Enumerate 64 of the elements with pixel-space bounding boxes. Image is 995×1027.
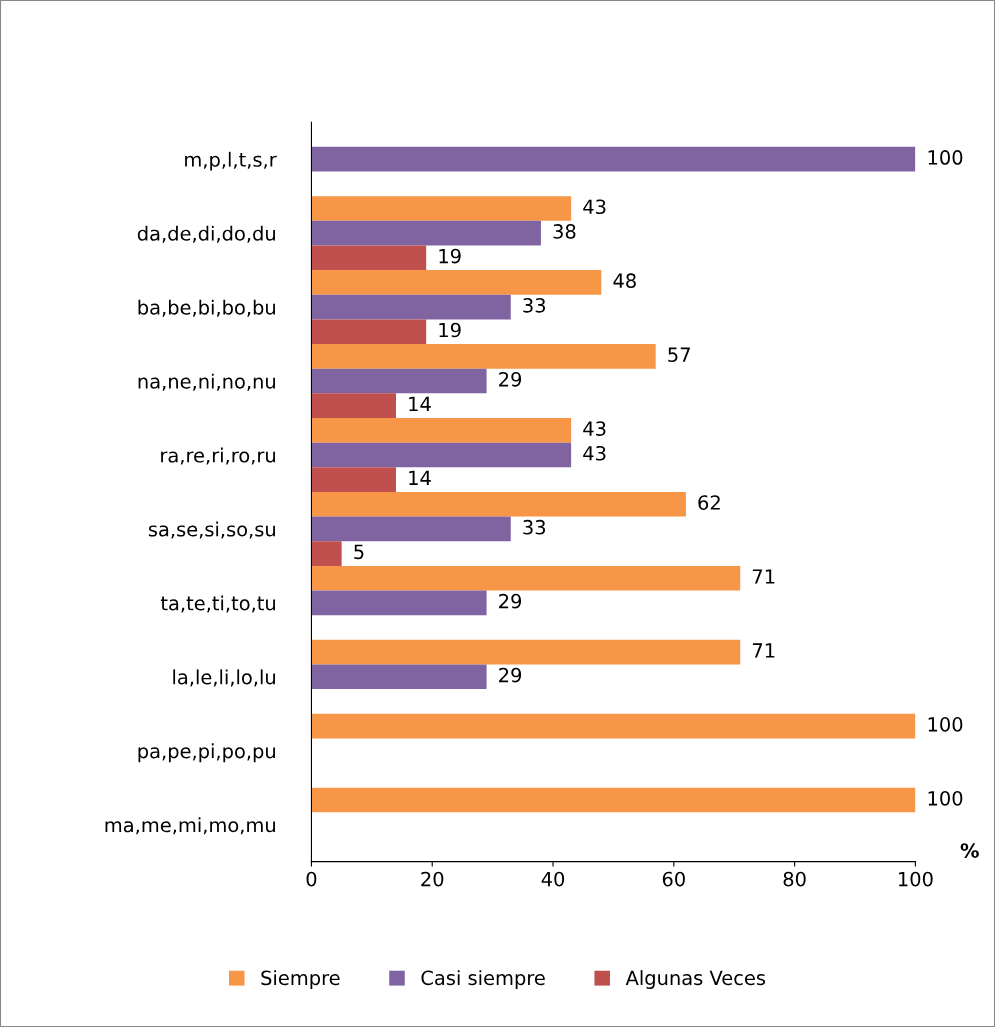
x-tick-label: 80 bbox=[783, 871, 806, 887]
bar bbox=[311, 565, 741, 591]
data-label: 71 bbox=[752, 569, 775, 584]
x-tick-label: 100 bbox=[898, 871, 933, 887]
bar bbox=[311, 196, 572, 221]
data-label: 19 bbox=[439, 248, 461, 264]
data-label: 43 bbox=[583, 199, 606, 215]
bar bbox=[311, 220, 541, 246]
y-tick-label: pa,pe,pi,po,pu bbox=[138, 743, 275, 763]
y-tick-label: ra,re,ri,ro,ru bbox=[161, 447, 275, 465]
bar bbox=[311, 393, 396, 418]
x-tick-label: 0 bbox=[306, 871, 317, 887]
y-tick-label: ma,me,mi,mo,mu bbox=[105, 817, 275, 835]
data-label: 29 bbox=[499, 371, 522, 387]
data-label: 43 bbox=[583, 445, 606, 461]
data-label: 71 bbox=[752, 643, 775, 658]
bar bbox=[311, 442, 572, 468]
y-tick-label: da,de,di,do,du bbox=[137, 225, 275, 243]
data-label: 5 bbox=[354, 544, 364, 560]
data-label: 14 bbox=[409, 396, 431, 412]
data-label: 48 bbox=[613, 273, 636, 289]
bar bbox=[311, 787, 916, 813]
legend-label: Casi siempre bbox=[421, 970, 545, 989]
data-label: 19 bbox=[439, 322, 461, 338]
bar bbox=[311, 639, 741, 665]
data-label: 43 bbox=[583, 421, 606, 436]
bar bbox=[311, 270, 602, 295]
x-tick-label: 60 bbox=[662, 871, 685, 887]
bar bbox=[311, 368, 487, 394]
bar bbox=[311, 146, 916, 172]
bar bbox=[311, 664, 487, 690]
bar bbox=[311, 417, 572, 443]
bar bbox=[311, 590, 487, 616]
x-tick-label: 40 bbox=[541, 871, 565, 887]
bar bbox=[311, 245, 427, 271]
data-label: 29 bbox=[499, 667, 522, 683]
data-label: 33 bbox=[523, 298, 546, 313]
data-label: 100 bbox=[928, 717, 963, 732]
x-tick-label: 20 bbox=[421, 871, 444, 887]
bar bbox=[311, 491, 686, 517]
bar bbox=[311, 294, 511, 320]
y-tick-label: sa,se,si,so,su bbox=[148, 521, 275, 539]
data-label: 29 bbox=[499, 593, 522, 609]
data-label: 57 bbox=[668, 347, 690, 363]
data-label: 33 bbox=[523, 519, 546, 535]
y-tick-label: ta,te,ti,to,tu bbox=[160, 595, 275, 613]
bar bbox=[311, 541, 342, 566]
bar bbox=[311, 467, 396, 492]
x-axis-title: % bbox=[960, 843, 979, 858]
legend-label: Siempre bbox=[261, 970, 340, 989]
data-label: 100 bbox=[928, 150, 963, 165]
data-label: 14 bbox=[409, 470, 431, 485]
y-tick-label: ba,be,bi,bo,bu bbox=[138, 299, 275, 317]
data-label: 38 bbox=[553, 224, 576, 239]
bar bbox=[311, 516, 511, 542]
bar bbox=[311, 319, 427, 345]
y-tick-label: m,p,l,t,s,r bbox=[185, 151, 277, 171]
bar bbox=[311, 344, 656, 369]
y-tick-label: na,ne,ni,no,nu bbox=[138, 373, 275, 391]
y-tick-label: la,le,li,lo,lu bbox=[173, 669, 275, 687]
data-label: 62 bbox=[698, 495, 720, 510]
legend-label: Algunas Veces bbox=[625, 970, 766, 989]
bar bbox=[311, 713, 916, 739]
data-label: 100 bbox=[928, 790, 963, 806]
